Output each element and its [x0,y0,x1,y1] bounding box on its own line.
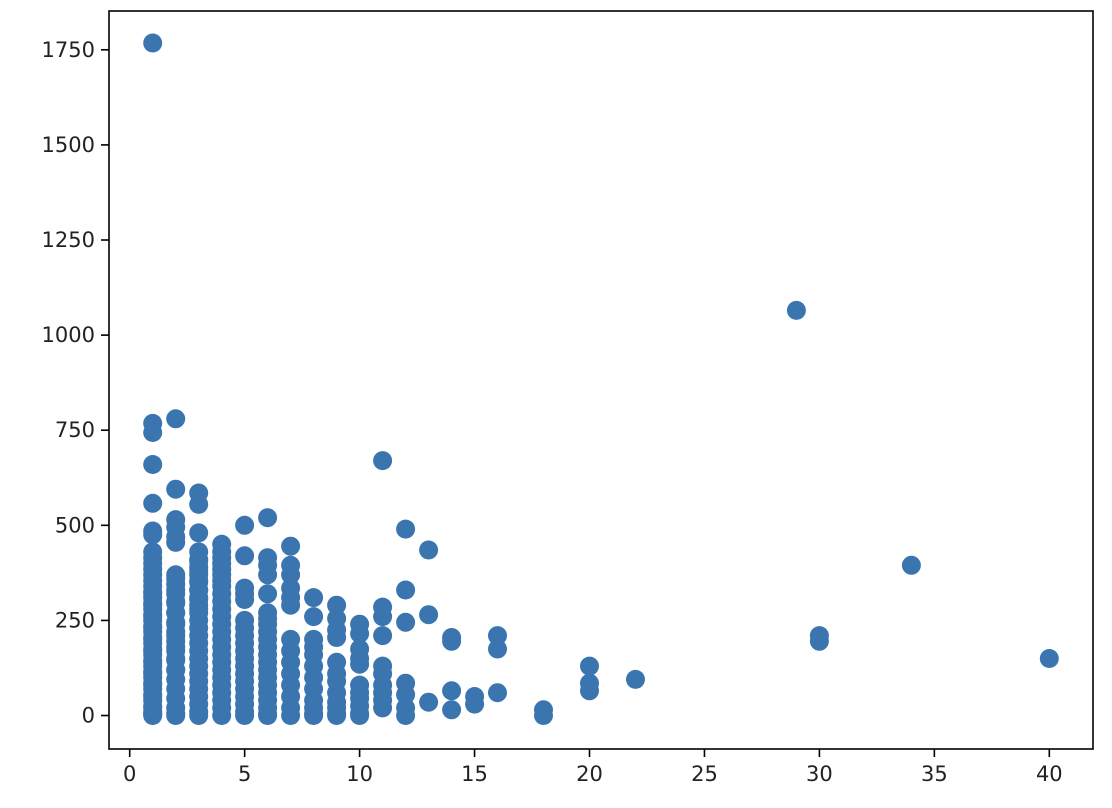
scatter-point [189,523,209,543]
scatter-point [327,706,347,725]
scatter-point [442,631,462,651]
x-tick-label: 40 [1036,762,1063,786]
scatter-point [143,706,163,725]
scatter-point [488,639,507,659]
scatter-point [143,33,163,53]
y-tick-label: 1500 [42,133,95,157]
scatter-point [327,595,347,615]
x-tick-label: 10 [346,762,373,786]
scatter-point [350,624,370,644]
scatter-point [235,546,255,566]
y-tick-label: 1750 [42,38,95,62]
y-tick-label: 0 [82,704,95,728]
scatter-point [396,685,416,705]
scatter-point [304,588,324,608]
x-axis: 0 5 10 15 20 25 30 35 40 [123,749,1063,786]
scatter-point [235,590,255,609]
scatter-point [396,580,416,600]
scatter-point [419,540,439,560]
scatter-point [235,610,255,630]
scatter-point [258,565,278,585]
x-tick-label: 30 [806,762,833,786]
scatter-point [281,706,301,725]
scatter-point [281,565,301,585]
scatter-point [580,681,599,701]
y-axis: 0 250 500 750 1000 1250 1500 1750 [42,38,109,728]
scatter-point [189,494,209,514]
scatter-point [212,706,232,725]
x-tick-label: 0 [123,762,136,786]
scatter-point [373,607,393,627]
scatter-point [373,698,393,718]
plot-frame [108,10,1094,750]
scatter-point [304,706,324,725]
scatter-point [166,532,186,552]
scatter-point [143,525,163,545]
scatter-point [488,626,507,646]
scatter-point [419,692,439,712]
scatter-point [373,451,393,471]
y-tick-label: 250 [55,608,95,632]
scatter-point [143,423,163,442]
scatter-point [626,669,645,689]
scatter-point [143,455,163,474]
scatter-point [189,599,209,619]
y-tick-label: 1000 [42,323,95,347]
scatter-point [465,694,485,714]
y-tick-label: 1250 [42,228,95,252]
scatter-point [281,595,301,615]
scatter-point [304,607,324,627]
scatter-point [396,706,416,725]
x-tick-label: 25 [691,762,718,786]
scatter-point [189,706,209,725]
scatter-point [258,508,278,528]
scatter-point [235,706,255,725]
scatter-point [419,605,439,625]
scatter-point [258,584,278,604]
scatter-point [166,660,186,680]
scatter-point [327,628,347,647]
scatter-point [534,706,553,725]
scatter-point [786,300,806,320]
x-tick-label: 5 [238,762,251,786]
scatter-point [580,656,599,676]
scatter-point [281,536,301,556]
scatter-point [442,681,462,701]
scatter-point [396,612,416,632]
scatter-point [373,626,393,646]
x-tick-label: 15 [461,762,488,786]
x-tick-label: 20 [576,762,603,786]
scatter-point [396,519,416,539]
y-tick-label: 500 [55,513,95,537]
scatter-point [166,706,186,725]
scatter-point [901,555,921,575]
scatter-point [143,493,163,513]
points-layer [143,33,1059,725]
scatter-point [488,683,507,703]
scatter-point [809,631,829,651]
scatter-point [166,409,186,429]
scatter-point [258,704,278,724]
scatter-point [1039,649,1059,668]
scatter-point [235,515,255,535]
scatter-point [350,654,370,674]
scatter-point [442,700,462,720]
scatter-point [166,479,186,499]
scatter-point [350,706,370,725]
y-tick-label: 750 [55,418,95,442]
x-tick-label: 35 [921,762,948,786]
